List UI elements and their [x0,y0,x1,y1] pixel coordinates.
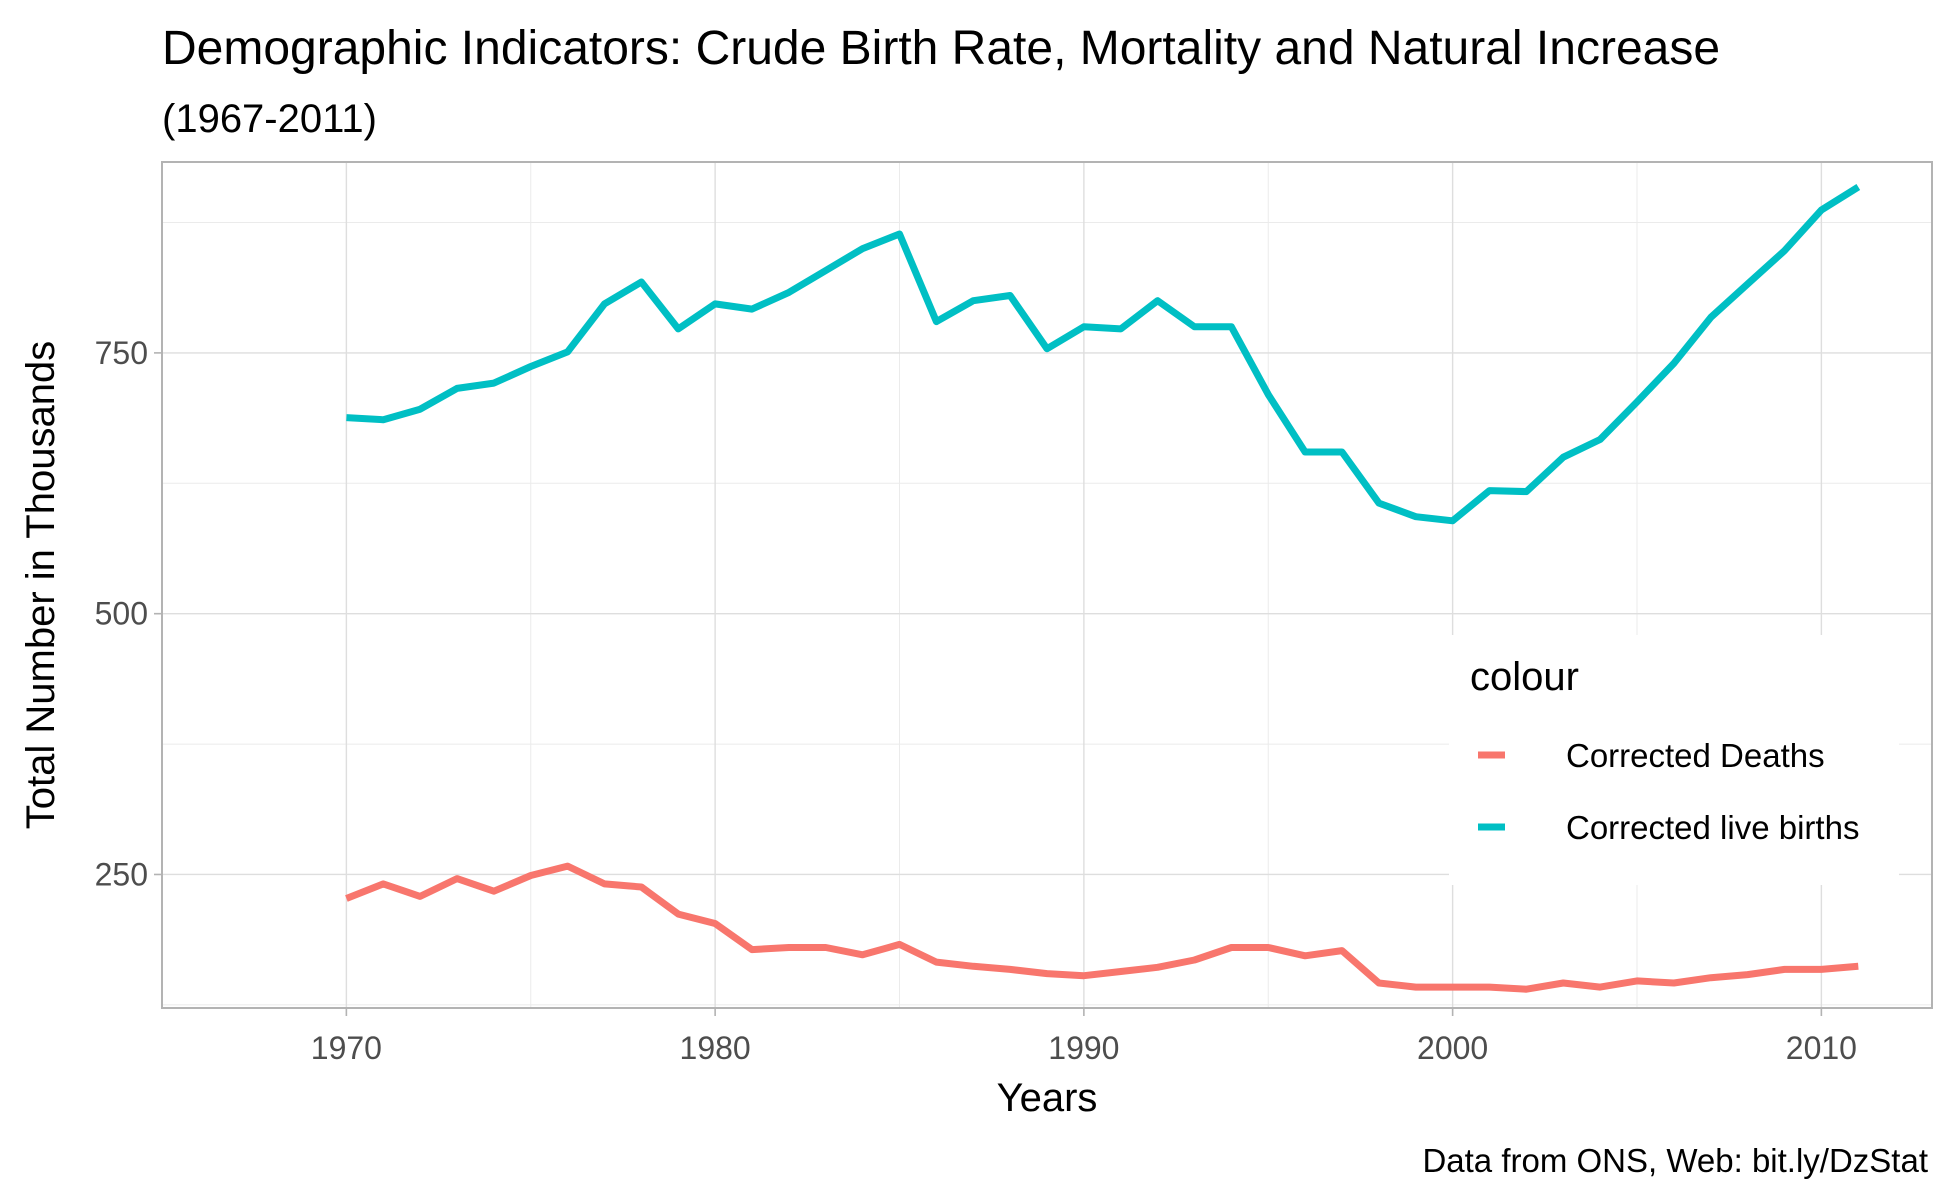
x-tick-label: 1970 [311,1030,382,1066]
x-tick-label: 2010 [1786,1030,1857,1066]
x-tick-label: 1980 [680,1030,751,1066]
legend-title: colour [1470,655,1579,699]
series-lines [345,184,1861,993]
y-axis-title: Total Number in Thousands [19,341,63,829]
series-line-corrected-deaths [345,862,1859,993]
y-tick-label: 250 [95,856,148,892]
x-tick-label: 2000 [1417,1030,1488,1066]
y-tick-label: 500 [95,596,148,632]
chart-caption: Data from ONS, Web: bit.ly/DzStat [1422,1142,1928,1179]
chart-subtitle: (1967-2011) [162,97,377,141]
minor-gridlines [162,162,1932,1008]
x-axis-title: Years [997,1076,1098,1120]
series-line-corrected-live-births [346,184,1861,525]
x-tick-label: 1990 [1048,1030,1119,1066]
plot-panel-border [161,161,1933,1009]
legend: colour Corrected Deaths Corrected live b… [1449,635,1899,885]
legend-background [1449,635,1899,885]
axis-ticks: 1970 1980 1990 2000 2010 250 500 750 [95,335,1857,1066]
chart-title: Demographic Indicators: Crude Birth Rate… [162,22,1720,75]
legend-label-corrected-live-births: Corrected live births [1566,809,1859,846]
y-tick-label: 750 [95,335,148,371]
legend-label-corrected-deaths: Corrected Deaths [1566,737,1825,774]
